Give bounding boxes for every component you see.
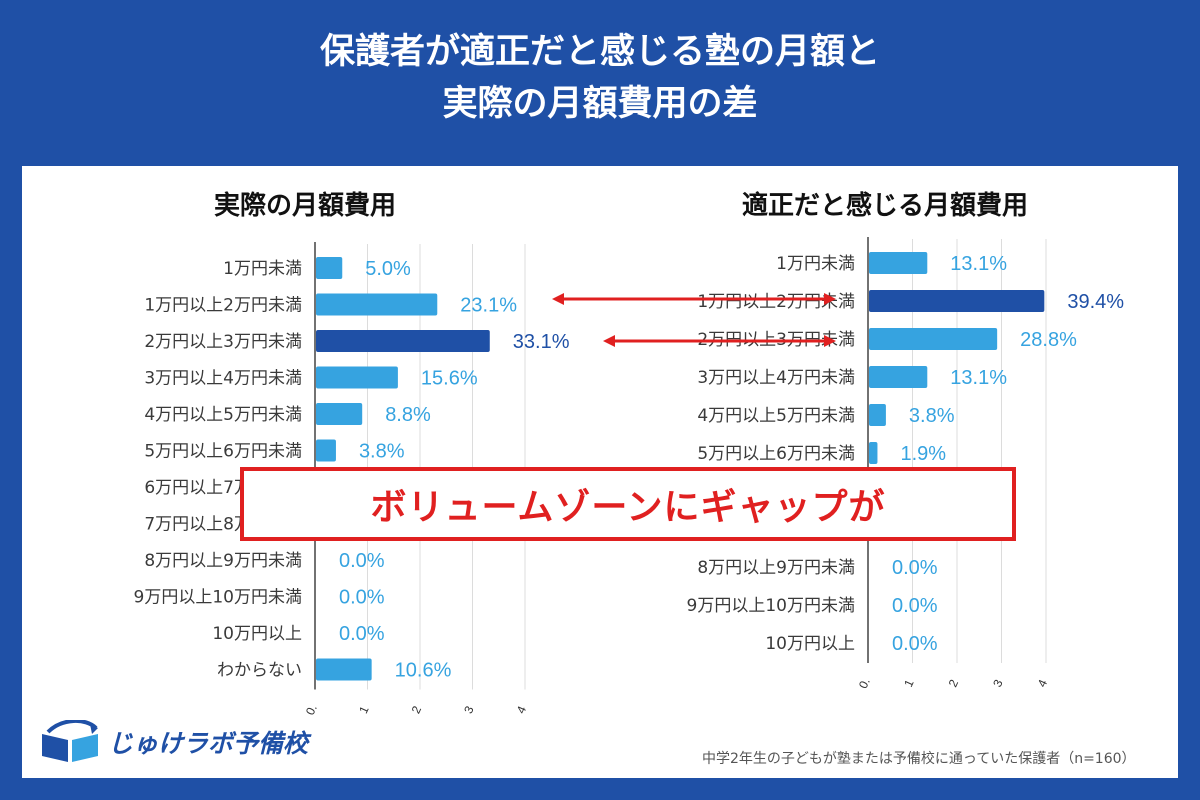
actual-bar [316, 330, 490, 352]
appropriate-x-tick-label: 1 [901, 677, 917, 689]
appropriate-category-label: 8万円以上9万円未満 [697, 558, 855, 578]
actual-value-label: 33.1% [513, 331, 570, 353]
actual-x-tick-label: 2 [409, 704, 425, 716]
gap-arrow-1-left-head [552, 293, 564, 305]
actual-chart-title: 実際の月額費用 [214, 190, 396, 221]
actual-bar [316, 366, 398, 389]
actual-x-tick-label: 1 [356, 704, 372, 716]
actual-bar [316, 403, 363, 425]
actual-category-label: 4万円以上5万円未満 [144, 405, 302, 425]
actual-value-label: 0.0% [339, 550, 385, 572]
appropriate-x-tick-label: 0. [856, 676, 873, 691]
appropriate-category-label: 1万円以上2万円未満 [697, 292, 855, 312]
actual-value-label: 15.6% [421, 368, 478, 390]
appropriate-category-label: 9万円以上10万円未満 [687, 596, 855, 616]
actual-category-label: 2万円以上3万円未満 [144, 332, 302, 352]
actual-value-label: 23.1% [460, 295, 517, 317]
actual-category-label: 3万円以上4万円未満 [144, 369, 302, 389]
actual-bar [316, 439, 336, 462]
actual-value-label: 3.8% [359, 441, 405, 463]
appropriate-bar [869, 366, 928, 388]
actual-x-tick-label: 3 [461, 704, 477, 716]
appropriate-bar [869, 290, 1045, 312]
appropriate-value-label: 28.8% [1020, 329, 1077, 351]
appropriate-x-tick-label: 4 [1035, 677, 1051, 689]
logo-text: じゅけラボ予備校 [108, 729, 309, 758]
actual-category-label: 5万円以上6万円未満 [144, 442, 302, 462]
page-title-line-1: 保護者が適正だと感じる塾の月額と [319, 32, 880, 72]
actual-category-label: 8万円以上9万円未満 [144, 551, 302, 571]
actual-bar [316, 257, 343, 279]
appropriate-x-tick-label: 2 [946, 677, 962, 689]
actual-value-label: 0.0% [339, 623, 385, 645]
appropriate-category-label: 4万円以上5万円未満 [697, 406, 855, 426]
actual-value-label: 8.8% [385, 404, 431, 426]
page-title-line-2: 実際の月額費用の差 [442, 84, 758, 124]
gap-arrow-2-left-head [603, 335, 615, 347]
actual-value-label: 5.0% [365, 258, 411, 280]
volume-zone-callout: ボリュームゾーンにギャップが [240, 467, 1016, 541]
actual-category-label: 1万円以上2万円未満 [144, 296, 302, 316]
actual-category-label: 10万円以上 [212, 624, 302, 644]
appropriate-category-label: 3万円以上4万円未満 [697, 368, 855, 388]
gap-arrow-2-right-head [824, 335, 836, 347]
appropriate-value-label: 1.9% [900, 443, 946, 465]
actual-x-tick-label: 4 [514, 704, 530, 716]
actual-bar [316, 293, 438, 316]
appropriate-bar [869, 404, 886, 426]
actual-value-label: 10.6% [395, 660, 452, 682]
appropriate-value-label: 13.1% [950, 253, 1007, 275]
actual-category-label: わからない [217, 661, 302, 681]
appropriate-chart-title: 適正だと感じる月額費用 [742, 190, 1028, 221]
appropriate-value-label: 0.0% [892, 633, 938, 655]
appropriate-value-label: 0.0% [892, 557, 938, 579]
appropriate-category-label: 1万円未満 [776, 254, 855, 274]
appropriate-value-label: 13.1% [950, 367, 1007, 389]
appropriate-bar [869, 328, 998, 350]
gap-arrow-1-right-head [824, 293, 836, 305]
appropriate-value-label: 39.4% [1067, 291, 1124, 313]
actual-x-tick-label: 0. [303, 702, 320, 717]
appropriate-value-label: 3.8% [909, 405, 955, 427]
actual-category-label: 1万円未満 [223, 259, 302, 279]
footnote: 中学2年生の子どもが塾または予備校に通っていた保護者（n=160） [702, 751, 1136, 767]
book-logo-icon [42, 720, 98, 762]
appropriate-value-label: 0.0% [892, 595, 938, 617]
page-title: 保護者が適正だと感じる塾の月額と 実際の月額費用の差 [0, 26, 1200, 130]
actual-category-label: 9万円以上10万円未満 [134, 588, 302, 608]
appropriate-bar [869, 442, 878, 464]
appropriate-x-tick-label: 3 [990, 677, 1006, 689]
appropriate-category-label: 10万円以上 [765, 634, 855, 654]
appropriate-bar [869, 252, 928, 274]
actual-value-label: 0.0% [339, 587, 385, 609]
appropriate-category-label: 5万円以上6万円未満 [697, 444, 855, 464]
actual-bar [316, 658, 372, 681]
brand-logo: じゅけラボ予備校 [38, 720, 308, 764]
